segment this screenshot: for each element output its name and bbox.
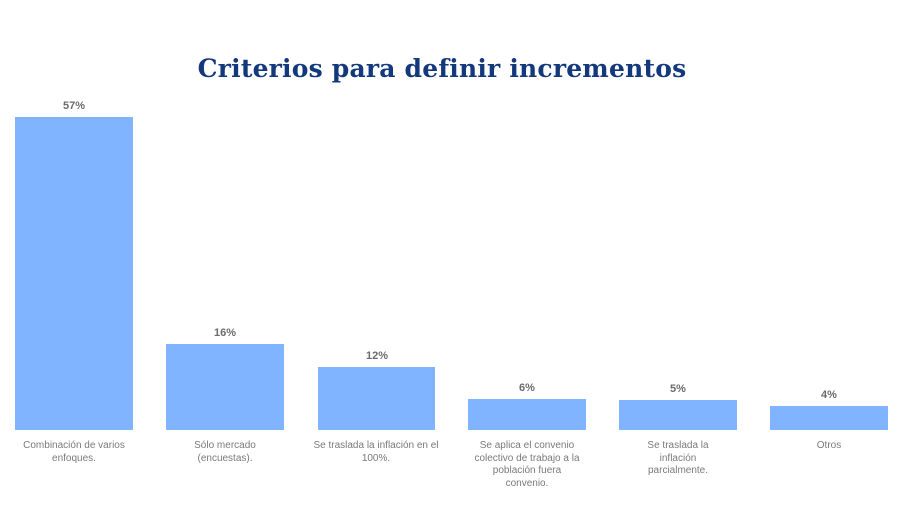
chart-title: Criterios para definir incrementos bbox=[197, 54, 687, 83]
value-label: 5% bbox=[670, 383, 686, 395]
bar bbox=[318, 367, 435, 430]
value-label: 57% bbox=[62, 100, 86, 112]
bar bbox=[15, 117, 133, 430]
bar bbox=[166, 344, 284, 430]
bar bbox=[619, 400, 737, 430]
bar bbox=[770, 406, 888, 430]
category-label: Se aplica el convenio colectivo de traba… bbox=[474, 440, 580, 489]
value-label: 4% bbox=[821, 389, 837, 401]
value-label: 6% bbox=[519, 382, 535, 394]
value-label: 16% bbox=[213, 327, 237, 339]
category-label: Se traslada la inflación parcialmente. bbox=[647, 440, 709, 476]
category-label: Sólo mercado (encuestas). bbox=[194, 440, 256, 464]
value-label: 12% bbox=[365, 350, 389, 362]
category-label: Se traslada la inflación en el 100%. bbox=[313, 440, 439, 464]
bar bbox=[468, 399, 586, 430]
category-label: Otros bbox=[816, 440, 842, 451]
category-label: Combinación de varios enfoques. bbox=[23, 440, 125, 464]
